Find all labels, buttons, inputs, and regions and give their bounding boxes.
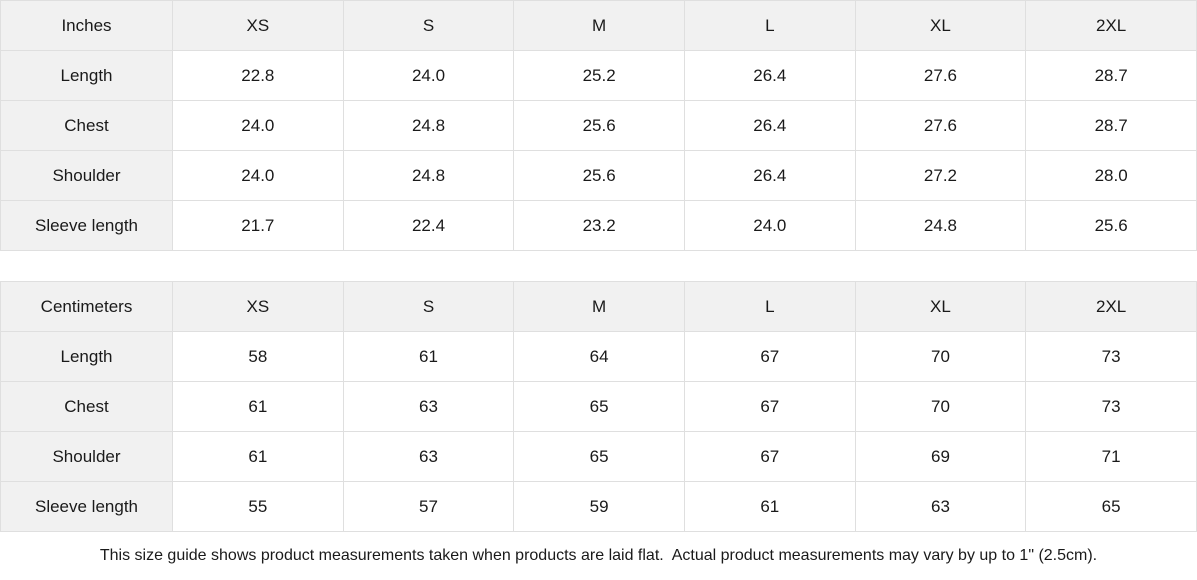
size-header-2xl: 2XL <box>1025 0 1197 51</box>
measurement-cell: 27.6 <box>854 100 1027 151</box>
table-spacer <box>0 251 1197 281</box>
size-header-xs: XS <box>172 0 344 51</box>
size-header-xs: XS <box>172 281 344 332</box>
measurement-cell: 23.2 <box>513 200 685 251</box>
inches-size-table: Inches XS S M L XL 2XL Length 22.8 24.0 … <box>0 0 1197 251</box>
measurement-cell: 26.4 <box>683 150 856 201</box>
measurement-cell: 61 <box>172 431 344 482</box>
measurement-cell: 55 <box>172 481 344 532</box>
measurement-cell: 70 <box>854 331 1027 382</box>
measurement-cell: 65 <box>1025 481 1197 532</box>
measurement-cell: 25.6 <box>513 150 685 201</box>
table-row-chest-cm: Chest 61 63 65 67 70 73 <box>0 381 1197 432</box>
size-header-2xl: 2XL <box>1025 281 1197 332</box>
row-label: Chest <box>0 100 173 151</box>
table-row-sleeve-inches: Sleeve length 21.7 22.4 23.2 24.0 24.8 2… <box>0 200 1197 251</box>
measurement-cell: 61 <box>683 481 856 532</box>
measurement-cell: 58 <box>172 331 344 382</box>
measurement-cell: 65 <box>513 381 685 432</box>
measurement-cell: 64 <box>513 331 685 382</box>
measurement-cell: 27.6 <box>854 50 1027 101</box>
measurement-cell: 65 <box>513 431 685 482</box>
measurement-cell: 25.2 <box>513 50 685 101</box>
table-row-sleeve-cm: Sleeve length 55 57 59 61 63 65 <box>0 481 1197 532</box>
measurement-cell: 24.0 <box>172 100 344 151</box>
table-row-shoulder-cm: Shoulder 61 63 65 67 69 71 <box>0 431 1197 482</box>
measurement-cell: 57 <box>342 481 515 532</box>
size-header-s: S <box>342 281 515 332</box>
row-label: Sleeve length <box>0 481 173 532</box>
measurement-cell: 71 <box>1025 431 1197 482</box>
measurement-cell: 73 <box>1025 331 1197 382</box>
row-label: Length <box>0 50 173 101</box>
row-label: Sleeve length <box>0 200 173 251</box>
size-header-m: M <box>513 281 685 332</box>
measurement-cell: 67 <box>683 431 856 482</box>
measurement-cell: 21.7 <box>172 200 344 251</box>
size-header-xl: XL <box>854 0 1027 51</box>
centimeters-header-row: Centimeters XS S M L XL 2XL <box>0 281 1197 332</box>
row-label: Chest <box>0 381 173 432</box>
measurement-cell: 24.0 <box>342 50 515 101</box>
measurement-cell: 61 <box>172 381 344 432</box>
measurement-cell: 73 <box>1025 381 1197 432</box>
measurement-cell: 28.0 <box>1025 150 1197 201</box>
measurement-cell: 25.6 <box>513 100 685 151</box>
measurement-cell: 28.7 <box>1025 100 1197 151</box>
measurement-cell: 28.7 <box>1025 50 1197 101</box>
table-row-length-cm: Length 58 61 64 67 70 73 <box>0 331 1197 382</box>
measurement-cell: 59 <box>513 481 685 532</box>
measurement-cell: 63 <box>342 381 515 432</box>
table-row-shoulder-inches: Shoulder 24.0 24.8 25.6 26.4 27.2 28.0 <box>0 150 1197 201</box>
size-header-l: L <box>683 0 856 51</box>
row-label: Length <box>0 331 173 382</box>
measurement-cell: 24.8 <box>854 200 1027 251</box>
measurement-cell: 63 <box>342 431 515 482</box>
measurement-cell: 24.0 <box>172 150 344 201</box>
row-label: Shoulder <box>0 150 173 201</box>
measurement-cell: 24.8 <box>342 150 515 201</box>
size-header-s: S <box>342 0 515 51</box>
measurement-cell: 69 <box>854 431 1027 482</box>
measurement-cell: 25.6 <box>1025 200 1197 251</box>
table-row-chest-inches: Chest 24.0 24.8 25.6 26.4 27.6 28.7 <box>0 100 1197 151</box>
measurement-cell: 67 <box>683 331 856 382</box>
size-guide-note: This size guide shows product measuremen… <box>0 532 1197 580</box>
measurement-cell: 26.4 <box>683 100 856 151</box>
measurement-cell: 22.4 <box>342 200 515 251</box>
measurement-cell: 24.0 <box>683 200 856 251</box>
measurement-cell: 61 <box>342 331 515 382</box>
unit-header-inches: Inches <box>0 0 173 51</box>
size-header-m: M <box>513 0 685 51</box>
centimeters-size-table: Centimeters XS S M L XL 2XL Length 58 61… <box>0 281 1197 532</box>
inches-header-row: Inches XS S M L XL 2XL <box>0 0 1197 51</box>
measurement-cell: 70 <box>854 381 1027 432</box>
size-header-l: L <box>683 281 856 332</box>
measurement-cell: 26.4 <box>683 50 856 101</box>
measurement-cell: 24.8 <box>342 100 515 151</box>
size-header-xl: XL <box>854 281 1027 332</box>
measurement-cell: 67 <box>683 381 856 432</box>
measurement-cell: 63 <box>854 481 1027 532</box>
table-row-length-inches: Length 22.8 24.0 25.2 26.4 27.6 28.7 <box>0 50 1197 101</box>
unit-header-centimeters: Centimeters <box>0 281 173 332</box>
measurement-cell: 27.2 <box>854 150 1027 201</box>
measurement-cell: 22.8 <box>172 50 344 101</box>
row-label: Shoulder <box>0 431 173 482</box>
